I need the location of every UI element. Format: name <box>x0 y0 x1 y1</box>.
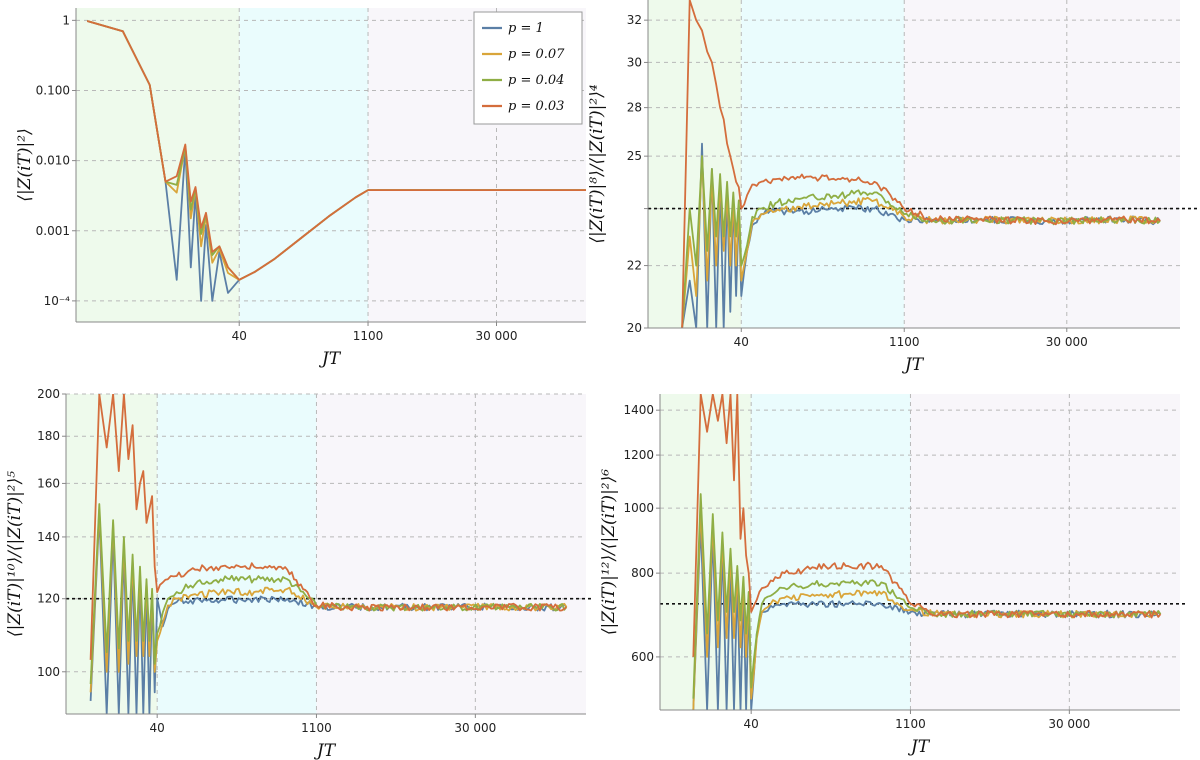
x-axis-label: JT <box>319 349 342 369</box>
region-late <box>316 394 586 714</box>
series-line-p004 <box>681 155 1161 328</box>
x-tick-label: 40 <box>150 721 165 735</box>
legend-entry-p003: p = 0.03 <box>508 99 564 114</box>
series-line-p003 <box>86 20 586 281</box>
y-tick-label: 0.100 <box>36 83 70 97</box>
x-tick-label: 1100 <box>301 721 332 735</box>
panel-bl: 40 1100 30 000 100 120 140 160 180 200 JT ⟨|Z(iT)|… <box>5 387 594 760</box>
y-tick-label: 600 <box>631 650 654 664</box>
y-tick-label: 30 <box>627 55 642 69</box>
y-tick-label: 1000 <box>623 501 654 515</box>
y-tick-label: 25 <box>627 149 642 163</box>
y-tick-label: 0.010 <box>36 154 70 168</box>
legend-entry-p004: p = 0.04 <box>508 73 564 88</box>
y-tick-label: 100 <box>37 665 60 679</box>
x-tick-label: 40 <box>232 329 247 343</box>
series-line-p003 <box>681 0 1161 328</box>
y-tick-label: 200 <box>37 387 60 401</box>
y-axis-label: ⟨|Z(iT)|¹⁰⟩/⟨|Z(iT)|²⟩⁵ <box>5 471 25 637</box>
legend: p = 1 p = 0.07 p = 0.04 p = 0.03 <box>473 11 583 125</box>
y-tick-label: 140 <box>37 530 60 544</box>
x-tick-label: 40 <box>734 335 749 349</box>
series-line-p004 <box>89 503 568 685</box>
legend-entry-p007: p = 0.07 <box>508 47 565 62</box>
series-line-p003 <box>692 394 1162 657</box>
legend-entry-p1: p = 1 <box>508 21 544 36</box>
x-axis-label: JT <box>908 737 931 757</box>
panel-tl: 40 1100 30 000 1 0.100 0.010 0.001 10⁻⁴ JT ⟨|Z(iT… <box>15 8 586 369</box>
x-tick-label: 40 <box>744 717 759 731</box>
y-axis-label: ⟨|Z(iT)|¹²⟩/⟨|Z(iT)|²⟩⁶ <box>599 469 619 635</box>
x-tick-label: 30 000 <box>1046 335 1088 349</box>
y-tick-label: 120 <box>37 592 60 606</box>
y-tick-label: 28 <box>627 101 642 115</box>
region-mid <box>157 394 317 714</box>
region-late <box>904 0 1180 328</box>
x-axis-label: JT <box>902 355 925 375</box>
series-line-p003 <box>89 394 568 660</box>
y-tick-label: 10⁻⁴ <box>44 294 71 308</box>
y-tick-label: 20 <box>627 321 642 335</box>
y-tick-label: 1400 <box>623 403 654 417</box>
region-mid <box>751 394 911 710</box>
y-tick-label: 32 <box>627 13 642 27</box>
region-mid <box>239 8 369 322</box>
x-tick-label: 1100 <box>353 329 384 343</box>
y-tick-label: 800 <box>631 566 654 580</box>
x-tick-label: 30 000 <box>1048 717 1090 731</box>
y-tick-label: 160 <box>37 476 60 490</box>
x-tick-label: 1100 <box>895 717 926 731</box>
x-tick-label: 30 000 <box>454 721 496 735</box>
y-tick-label: 1 <box>62 13 70 27</box>
region-early <box>76 8 240 322</box>
y-tick-label: 1200 <box>623 448 654 462</box>
x-axis-label: JT <box>314 741 337 760</box>
y-tick-label: 180 <box>37 429 60 443</box>
y-axis-label: ⟨|Z(iT)|²⟩ <box>15 128 35 201</box>
x-tick-label: 1100 <box>889 335 920 349</box>
panel-tr: 40 1100 30 000 20 22 25 28 30 32 JT ⟨|Z(iT)|⁸⟩/⟨|Z… <box>587 0 1200 375</box>
y-axis-label: ⟨|Z(iT)|⁸⟩/⟨|Z(iT)|²⟩⁴ <box>587 84 607 244</box>
x-tick-label: 30 000 <box>476 329 518 343</box>
region-late <box>910 394 1180 710</box>
y-tick-label: 0.001 <box>36 224 70 238</box>
panel-br: 40 1100 30 000 600 800 1000 1200 1400 JT ⟨|Z(iT)|… <box>599 394 1188 757</box>
y-tick-label: 22 <box>627 259 642 273</box>
region-mid <box>741 0 905 328</box>
